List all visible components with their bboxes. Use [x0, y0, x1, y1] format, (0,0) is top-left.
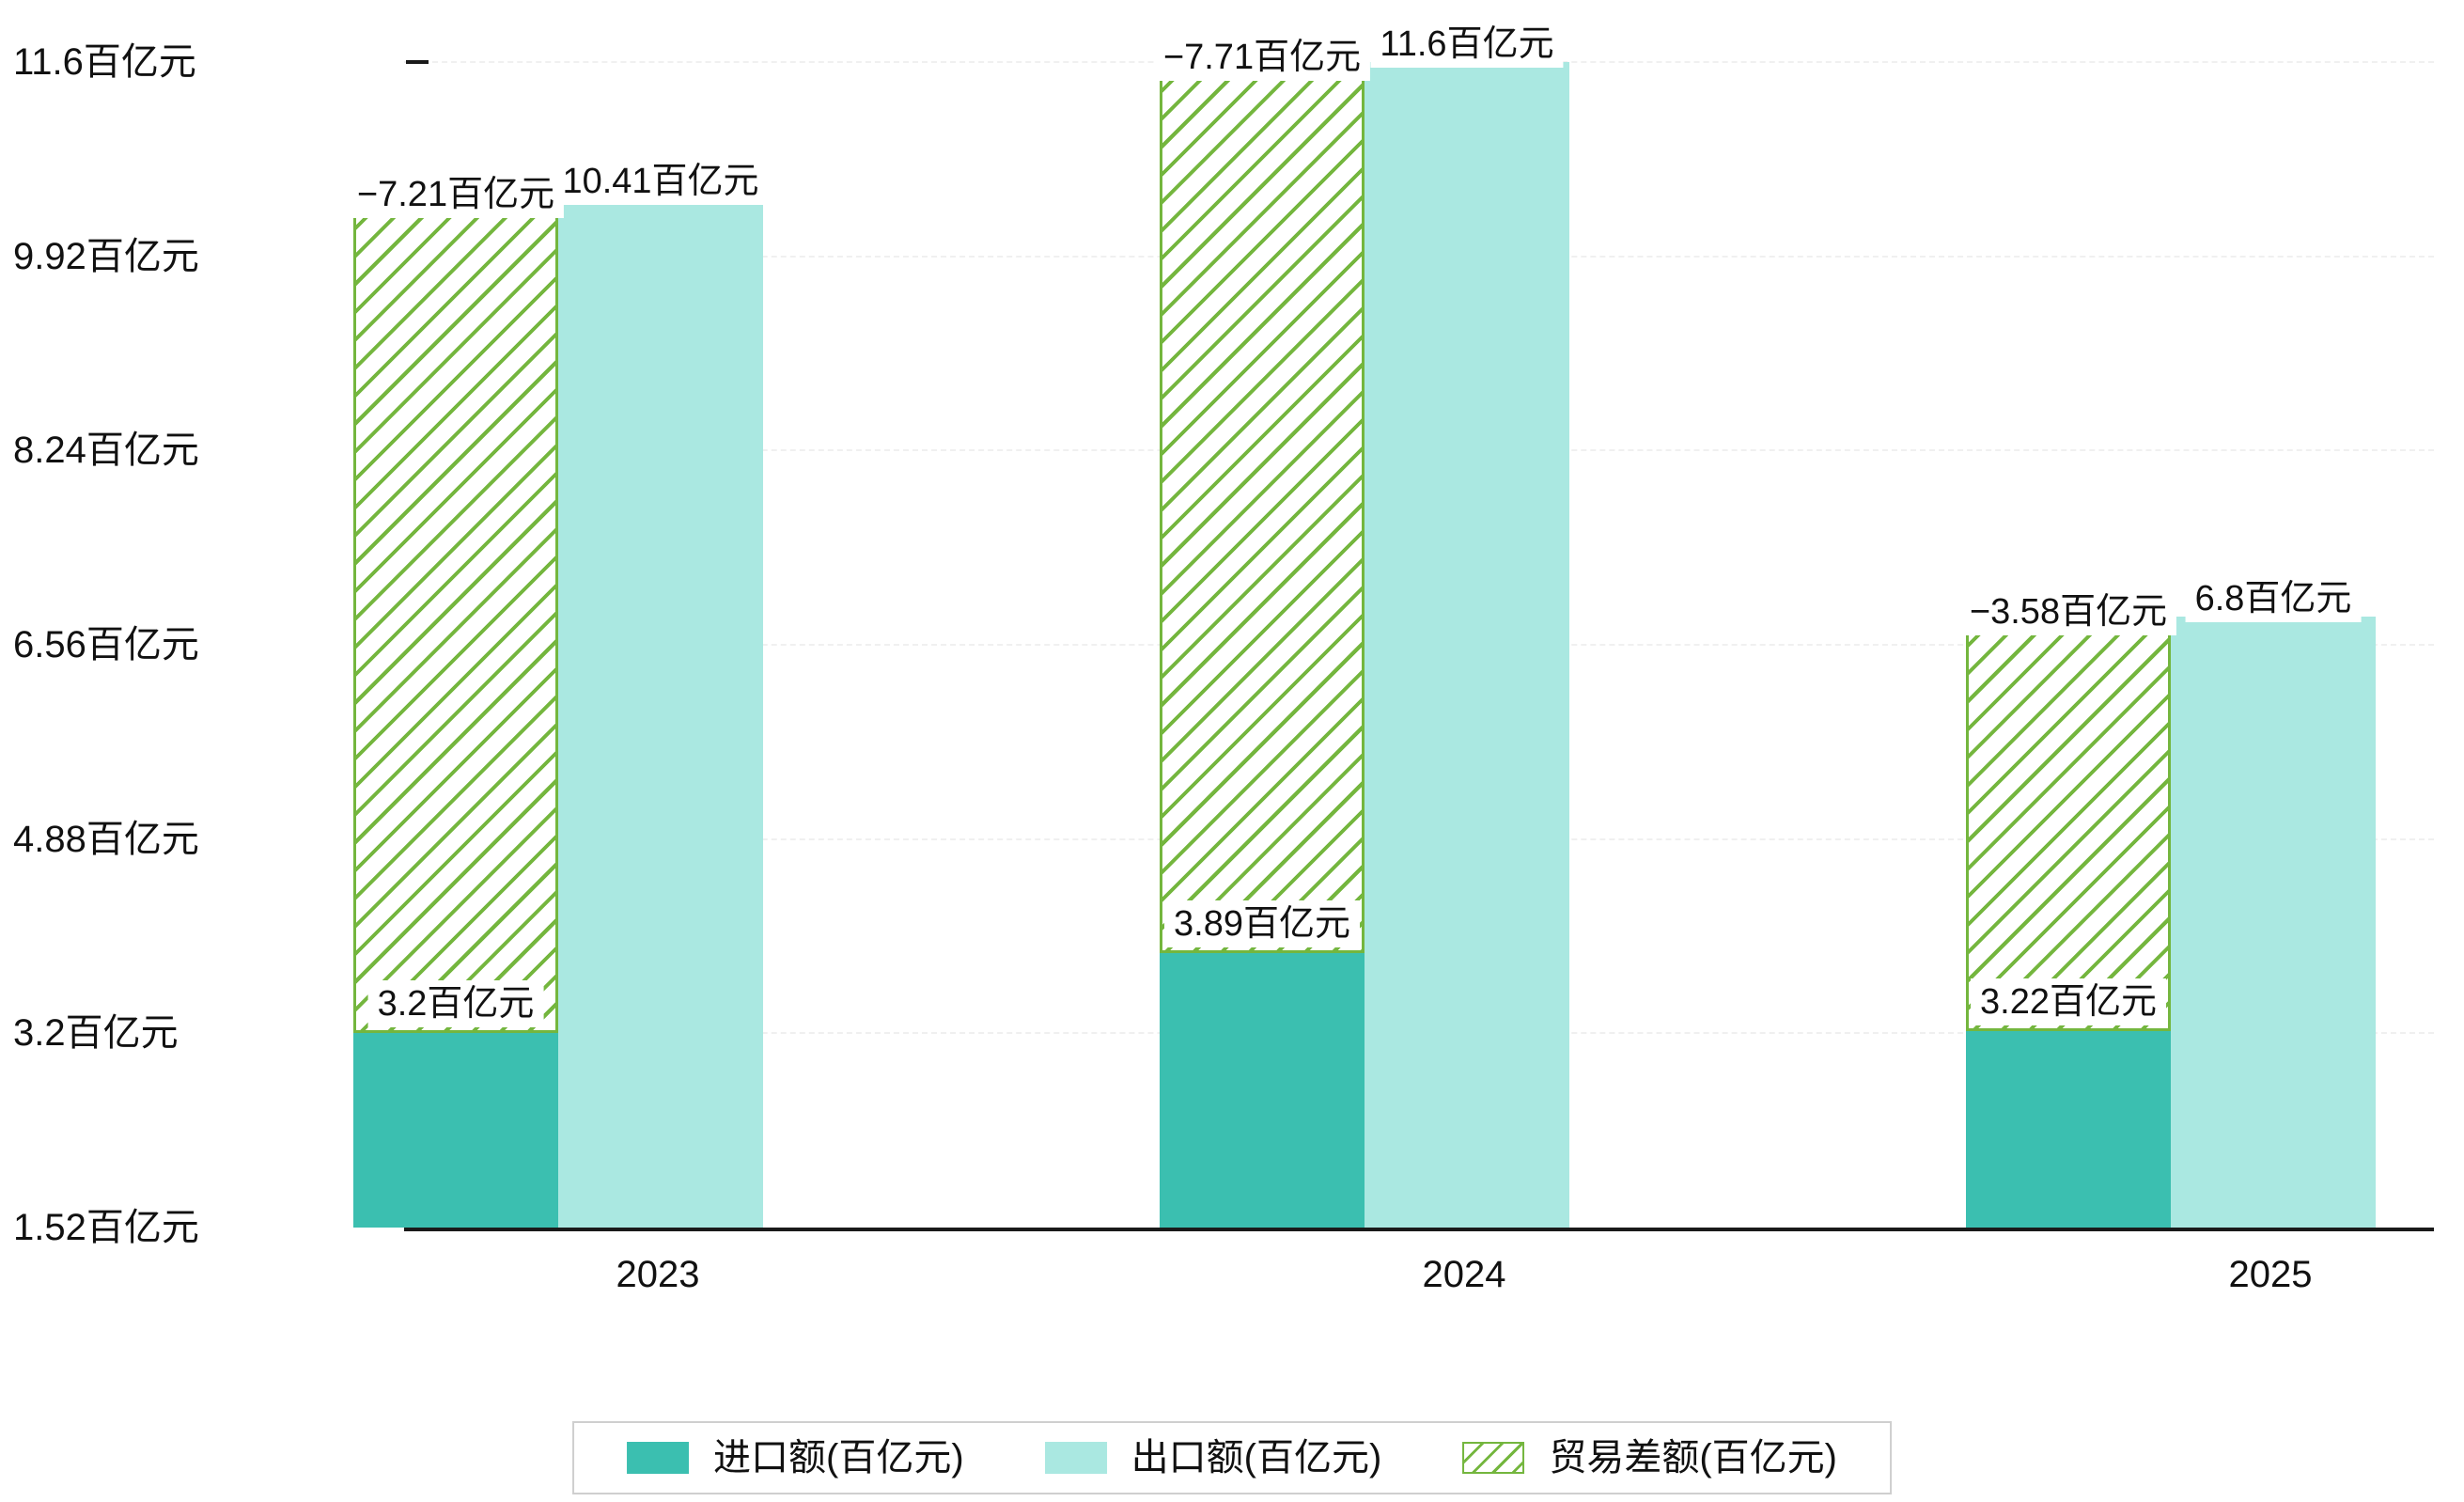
y-tick-label: 6.56百亿元: [13, 624, 199, 665]
trade-balance-bar: [353, 199, 558, 1034]
export-bar: [558, 199, 763, 1228]
legend-item: 出口额(百亿元): [1044, 1435, 1382, 1480]
trade-balance-value-label: −3.58百亿元: [1959, 588, 2177, 636]
legend-item: 进口额(百亿元): [627, 1435, 964, 1480]
legend-item: 贸易差额(百亿元): [1462, 1435, 1837, 1480]
export-bar: [2171, 617, 2376, 1228]
import-legend-swatch: [627, 1442, 690, 1474]
x-tick-label: 2024: [1422, 1254, 1506, 1295]
y-tick-label: 1.52百亿元: [13, 1207, 199, 1248]
y-tick-label: 4.88百亿元: [13, 818, 199, 860]
y-tick-label: 3.2百亿元: [13, 1012, 179, 1055]
trade-balance-legend-swatch: [1462, 1442, 1525, 1474]
import-value-label: 3.22百亿元: [1971, 978, 2166, 1025]
y-tick-label: 8.24百亿元: [13, 430, 199, 472]
import-value-label: 3.2百亿元: [367, 980, 544, 1028]
trade-balance-bar: [1966, 617, 2171, 1031]
trade-balance-value-label: −7.21百亿元: [347, 171, 565, 219]
legend-label: 出口额(百亿元): [1131, 1437, 1382, 1479]
y-tick-label: 11.6百亿元: [13, 41, 196, 83]
x-tick-label: 2023: [616, 1254, 700, 1295]
y-tick-label: 9.92百亿元: [13, 235, 199, 277]
trade-balance-bar: [1160, 62, 1365, 954]
x-tick-label: 2025: [2228, 1254, 2313, 1295]
legend-label: 贸易差额(百亿元): [1549, 1437, 1837, 1479]
import-value-label: 3.89百亿元: [1164, 900, 1360, 948]
export-legend-swatch: [1044, 1442, 1107, 1474]
legend: 进口额(百亿元) 出口额(百亿元) 贸易差额(百亿元): [572, 1421, 1892, 1494]
y-tick-mark: [406, 60, 429, 64]
export-value-label: 10.41百亿元: [553, 158, 769, 206]
export-bar: [1365, 62, 1569, 1228]
import-bar: [1160, 953, 1365, 1228]
export-value-label: 11.6百亿元: [1370, 21, 1564, 68]
import-bar: [1966, 1030, 2171, 1228]
trade-balance-value-label: −7.71百亿元: [1153, 34, 1371, 81]
import-bar: [353, 1033, 558, 1228]
export-value-label: 6.8百亿元: [2185, 575, 2362, 623]
legend-label: 进口额(百亿元): [713, 1437, 964, 1479]
x-axis-line: [404, 1228, 2434, 1231]
